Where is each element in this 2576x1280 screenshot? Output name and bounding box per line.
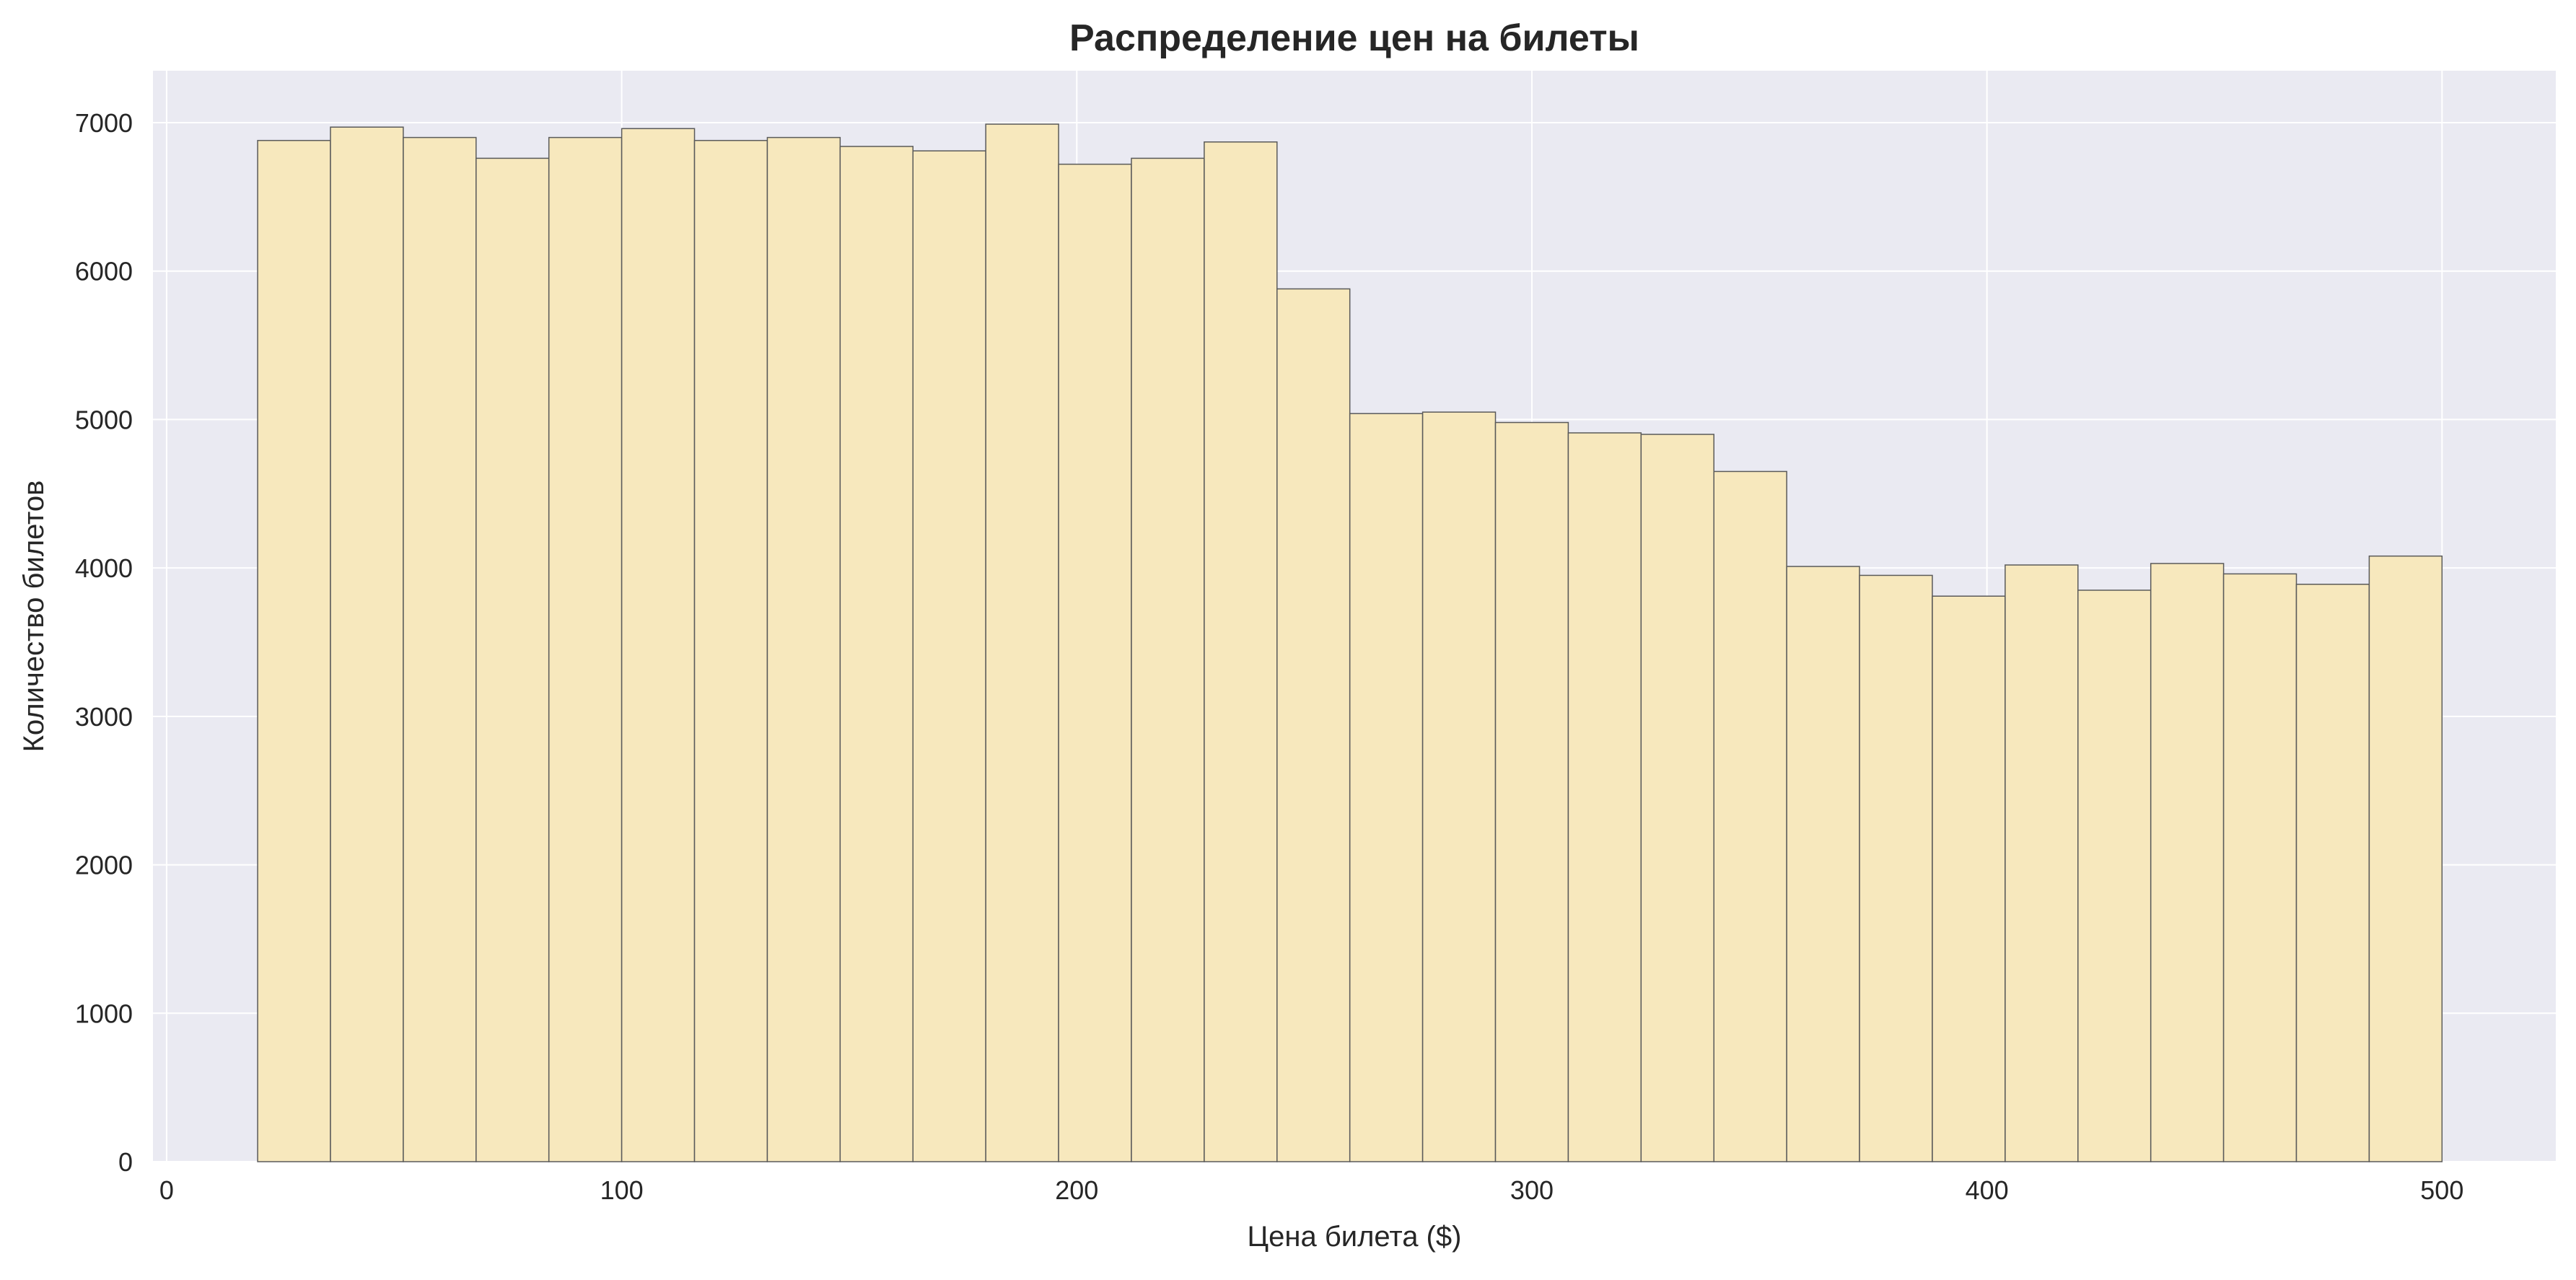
histogram-bar (766, 136, 841, 1162)
histogram-bar (1131, 157, 1205, 1162)
y-axis-title: Количество билетов (18, 481, 50, 753)
x-axis-title: Цена билета ($) (1248, 1221, 1462, 1253)
histogram-bar (1567, 432, 1642, 1162)
histogram-bar (1276, 288, 1351, 1162)
histogram-bar (2077, 589, 2152, 1162)
histogram-bar (1713, 470, 1787, 1162)
histogram-bar (985, 123, 1059, 1162)
histogram-bar (1859, 574, 1933, 1162)
y-tick-label: 7000 (75, 108, 133, 138)
x-tick-label: 400 (1966, 1175, 2009, 1205)
histogram-bar (621, 128, 696, 1162)
histogram-bar (257, 139, 331, 1162)
histogram-bar (693, 139, 768, 1162)
histogram-bar (2295, 584, 2370, 1162)
x-tick-label: 200 (1055, 1175, 1098, 1205)
histogram-bar (1058, 163, 1132, 1162)
histogram-bar (1421, 411, 1497, 1162)
x-axis-ticks: 0 100 200 300 400 500 (159, 1175, 2463, 1205)
y-tick-label: 2000 (75, 851, 133, 880)
y-tick-label: 0 (118, 1147, 133, 1177)
y-tick-label: 5000 (75, 405, 133, 434)
histogram-bar (548, 136, 623, 1162)
histogram-bar (1494, 421, 1569, 1162)
histogram-bar (1204, 141, 1278, 1162)
histogram-bar (839, 146, 914, 1162)
histogram-bar (330, 126, 404, 1162)
histogram-bar (476, 157, 550, 1162)
histogram-bar (1640, 434, 1714, 1162)
histogram-bar (912, 150, 986, 1162)
histogram-bar (403, 136, 477, 1162)
chart-title: Распределение цен на билеты (1069, 17, 1639, 59)
histogram-bars (257, 123, 2443, 1162)
y-tick-label: 3000 (75, 702, 133, 732)
histogram-bar (2222, 573, 2297, 1162)
y-tick-label: 6000 (75, 257, 133, 286)
x-tick-label: 500 (2420, 1175, 2463, 1205)
x-tick-label: 0 (159, 1175, 174, 1205)
x-tick-label: 100 (600, 1175, 644, 1205)
histogram-bar (2150, 563, 2225, 1162)
histogram-bar (2368, 555, 2443, 1162)
y-axis-ticks: 0 1000 2000 3000 4000 5000 6000 7000 (75, 108, 133, 1177)
histogram-bar (1349, 413, 1424, 1162)
y-tick-label: 4000 (75, 553, 133, 583)
x-tick-label: 300 (1510, 1175, 1554, 1205)
histogram-bar (1786, 566, 1860, 1162)
histogram-bar (1932, 595, 2006, 1162)
histogram-bar (2005, 564, 2079, 1162)
y-tick-label: 1000 (75, 999, 133, 1028)
